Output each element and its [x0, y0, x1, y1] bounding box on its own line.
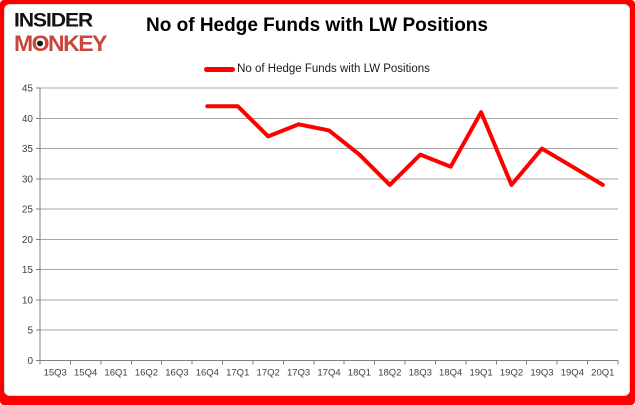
x-tick-label: 16Q4: [196, 368, 219, 379]
x-tick-label: 15Q3: [44, 368, 67, 379]
legend-line-marker: [204, 66, 236, 72]
y-tick-label: 45: [22, 84, 34, 95]
x-tick-label: 17Q1: [226, 368, 249, 379]
x-tick-label: 17Q2: [257, 368, 280, 379]
logo-text-insider: INSIDER: [14, 10, 93, 32]
x-tick-label: 19Q3: [530, 368, 553, 379]
insider-monkey-logo: INSIDER MONKEY: [14, 10, 107, 56]
x-tick-label: 17Q3: [287, 368, 310, 379]
y-tick-label: 5: [27, 326, 33, 337]
chart-title: No of Hedge Funds with LW Positions: [146, 15, 488, 36]
x-tick-label: 19Q2: [500, 368, 523, 379]
x-tick-label: 18Q2: [378, 368, 401, 379]
y-tick-label: 25: [22, 205, 34, 216]
x-tick-label: 19Q1: [469, 368, 492, 379]
legend: No of Hedge Funds with LW Positions: [4, 60, 630, 78]
x-tick-label: 17Q4: [317, 368, 340, 379]
x-tick-label: 18Q3: [409, 368, 432, 379]
logo-text-monkey-label: MONKEY: [14, 31, 107, 56]
x-tick-label: 15Q4: [74, 368, 97, 379]
y-tick-label: 40: [22, 114, 34, 125]
y-tick-label: 20: [22, 235, 34, 246]
chart-canvas: INSIDER MONKEY No of Hedge Funds with LW…: [4, 4, 630, 396]
legend-label: No of Hedge Funds with LW Positions: [237, 63, 430, 75]
x-tick-label: 20Q1: [591, 368, 614, 379]
x-tick-label: 16Q3: [165, 368, 188, 379]
x-tick-label: 18Q4: [439, 368, 462, 379]
data-line: [205, 104, 605, 187]
x-tick-label: 16Q2: [135, 368, 158, 379]
x-tick-label: 19Q4: [561, 368, 584, 379]
y-tick-label: 0: [27, 356, 33, 367]
y-tick-label: 35: [22, 144, 34, 155]
y-tick-label: 15: [22, 265, 34, 276]
y-tick-label: 30: [22, 174, 34, 185]
x-tick-label: 16Q1: [104, 368, 127, 379]
monkey-eye-dot: [37, 40, 43, 47]
logo-text-monkey: MONKEY: [14, 31, 107, 56]
y-tick-label: 10: [22, 295, 34, 306]
x-tick-label: 18Q1: [348, 368, 371, 379]
